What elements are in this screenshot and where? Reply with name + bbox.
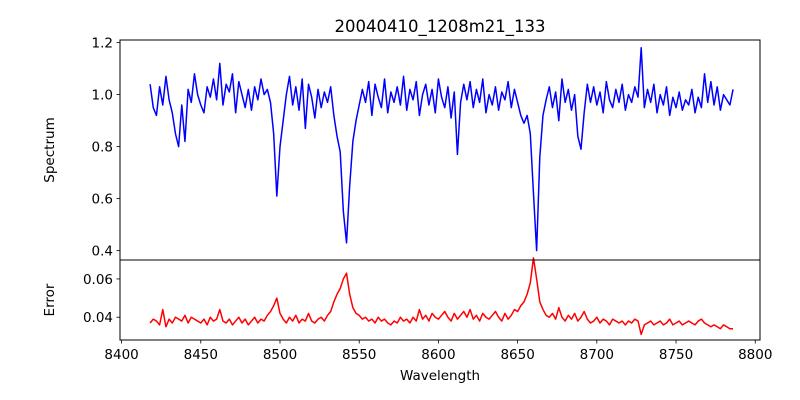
error-y-tick-label: 0.04	[83, 310, 113, 326]
spectrum-y-axis-label: Spectrum	[42, 117, 58, 182]
error-x-tick-label: 8450	[184, 347, 218, 363]
error-x-tick-label: 8650	[500, 347, 534, 363]
error-x-tick-label: 8600	[421, 347, 455, 363]
spectrum-y-tick-label: 1.0	[92, 88, 113, 104]
error-x-tick-label: 8750	[659, 347, 693, 363]
error-series-line	[149, 257, 734, 336]
spectrum-panel: 0.4 0.6 0.8 1.0 1.2	[92, 36, 761, 261]
spectrum-y-tick-label: 0.8	[92, 140, 113, 156]
error-panel: 0.04 0.06 8400 8450 8500 8550 8600 8650 8700 8750…	[83, 257, 772, 363]
error-x-tick-label: 8550	[342, 347, 376, 363]
spectrum-series-line	[149, 47, 734, 252]
error-y-tick-label: 0.06	[83, 272, 113, 288]
error-axes-frame	[119, 259, 761, 341]
spectrum-y-tick-label: 0.4	[92, 244, 113, 260]
error-x-tick-label: 8400	[104, 347, 138, 363]
x-axis-label: Wavelength	[400, 368, 480, 384]
error-x-tick-label: 8700	[580, 347, 614, 363]
spectrum-y-tick-label: 1.2	[92, 36, 113, 52]
error-x-tick-label: 8500	[263, 347, 297, 363]
error-x-tick-label: 8800	[738, 347, 772, 363]
chart-title: 20040410_1208m21_133	[334, 17, 545, 37]
spectrum-y-tick-label: 0.6	[92, 192, 113, 208]
error-y-axis-label: Error	[42, 283, 58, 316]
